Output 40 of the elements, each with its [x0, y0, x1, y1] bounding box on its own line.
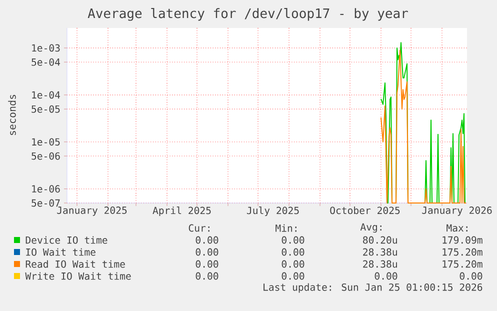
text: 0.00	[196, 248, 218, 256]
x-tick-label: April 2025	[152, 206, 211, 216]
text: 28.38u	[363, 260, 397, 268]
text: 0.00	[460, 272, 482, 280]
text: 175.20m	[442, 248, 482, 256]
text: 0.00	[282, 272, 304, 280]
y-tick-label: 1e-05	[32, 138, 60, 146]
y-tick-label: 5e-06	[32, 152, 60, 160]
text: 175.20m	[442, 260, 482, 268]
text: 0.00	[196, 260, 218, 268]
text: 0.00	[196, 236, 218, 244]
text: Last update: Sun Jan 25 01:00:15 2026	[264, 283, 482, 293]
y-axis-title: seconds	[8, 94, 16, 136]
y-tick-label: 1e-03	[32, 44, 60, 52]
text: Max:	[446, 224, 468, 232]
text: 0.00	[374, 272, 398, 280]
y-tick-label: 5e-07	[32, 199, 60, 207]
text: 80.20u	[363, 236, 397, 244]
y-tick-label: 5e-05	[32, 105, 60, 113]
chart-title: Average latency for /dev/loop17 - by year	[88, 8, 408, 21]
legend-label: Read IO Wait time	[26, 260, 125, 268]
text: Cur:	[188, 224, 210, 232]
legend-label: Device IO time	[26, 236, 108, 244]
x-tick-label: January 2025	[57, 206, 127, 216]
text: 0.00	[282, 248, 304, 256]
text: Avg:	[360, 223, 382, 233]
text: 0.00	[282, 260, 304, 268]
x-tick-label: July 2025	[246, 206, 299, 216]
y-tick-label: 1e-04	[32, 91, 60, 99]
text: 28.38u	[363, 248, 397, 256]
legend-label: Write IO Wait time	[25, 272, 131, 280]
text: 0.00	[196, 272, 218, 280]
x-tick-label: January 2026	[422, 206, 492, 216]
y-tick-label: 1e-06	[32, 185, 60, 193]
x-tick-label: October 2025	[330, 206, 400, 214]
y-tick-label: 5e-04	[32, 58, 60, 66]
text: Min:	[276, 224, 296, 232]
text: 0.00	[282, 236, 304, 244]
legend-label: IO Wait time	[26, 248, 96, 256]
text: 179.09m	[442, 236, 482, 244]
